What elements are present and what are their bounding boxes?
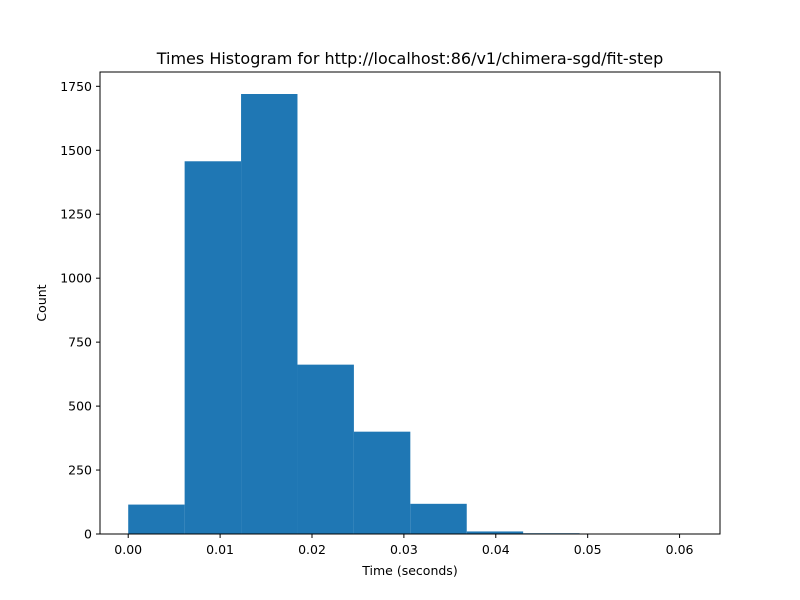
histogram-bar-5 — [410, 503, 467, 534]
x-tick-label: 0.05 — [574, 542, 602, 557]
x-tick-label: 0.02 — [298, 542, 326, 557]
x-tick-label: 0.01 — [206, 542, 234, 557]
x-tick-label: 0.04 — [482, 542, 510, 557]
histogram-bar-3 — [297, 364, 354, 534]
bars-group — [128, 94, 693, 535]
y-axis: 0 250 500 750 1000 1250 1500 1750 — [60, 79, 100, 542]
y-tick-label: 0 — [84, 527, 92, 542]
histogram-bar-1 — [184, 161, 242, 535]
x-tick-label: 0.03 — [390, 542, 418, 557]
y-tick-label: 1250 — [60, 207, 92, 222]
histogram-bar-6 — [466, 531, 524, 534]
y-tick-label: 1500 — [60, 143, 92, 158]
histogram-bar-4 — [353, 431, 411, 534]
y-tick-label: 250 — [68, 463, 92, 478]
x-axis: 0.00 0.01 0.02 0.03 0.04 0.05 0.06 — [114, 534, 694, 557]
y-tick-label: 1000 — [60, 271, 92, 286]
x-axis-label: Time (seconds) — [361, 563, 457, 578]
y-tick-label: 500 — [68, 399, 92, 414]
plot-frame — [99, 71, 721, 535]
histogram-bar-2 — [241, 94, 298, 534]
histogram-bar-0 — [128, 504, 185, 534]
y-axis-label: Count — [34, 284, 49, 321]
chart-title: Times Histogram for http://localhost:86/… — [156, 49, 664, 68]
y-tick-label: 750 — [68, 335, 92, 350]
x-tick-label: 0.00 — [114, 542, 142, 557]
y-tick-label: 1750 — [60, 79, 92, 94]
x-tick-label: 0.06 — [666, 542, 694, 557]
